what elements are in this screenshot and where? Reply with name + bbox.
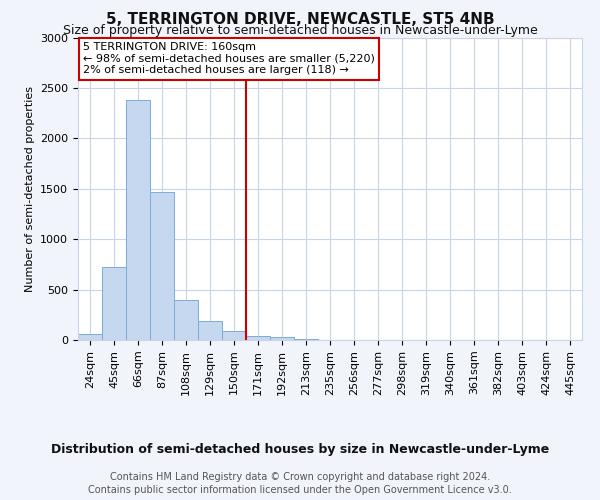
Bar	[270, 338, 294, 340]
Bar	[198, 322, 222, 340]
Bar	[246, 336, 270, 340]
Text: Contains public sector information licensed under the Open Government Licence v3: Contains public sector information licen…	[88, 485, 512, 495]
Bar	[126, 100, 150, 340]
Text: Contains HM Land Registry data © Crown copyright and database right 2024.: Contains HM Land Registry data © Crown c…	[110, 472, 490, 482]
Text: Distribution of semi-detached houses by size in Newcastle-under-Lyme: Distribution of semi-detached houses by …	[51, 442, 549, 456]
Text: Size of property relative to semi-detached houses in Newcastle-under-Lyme: Size of property relative to semi-detach…	[62, 24, 538, 37]
Bar	[150, 192, 174, 340]
Text: 5, TERRINGTON DRIVE, NEWCASTLE, ST5 4NB: 5, TERRINGTON DRIVE, NEWCASTLE, ST5 4NB	[106, 12, 494, 28]
Bar	[102, 268, 126, 340]
Text: 5 TERRINGTON DRIVE: 160sqm
← 98% of semi-detached houses are smaller (5,220)
2% : 5 TERRINGTON DRIVE: 160sqm ← 98% of semi…	[83, 42, 375, 75]
Bar	[222, 331, 246, 340]
Bar	[78, 334, 102, 340]
Y-axis label: Number of semi-detached properties: Number of semi-detached properties	[25, 86, 35, 292]
Bar	[174, 300, 198, 340]
